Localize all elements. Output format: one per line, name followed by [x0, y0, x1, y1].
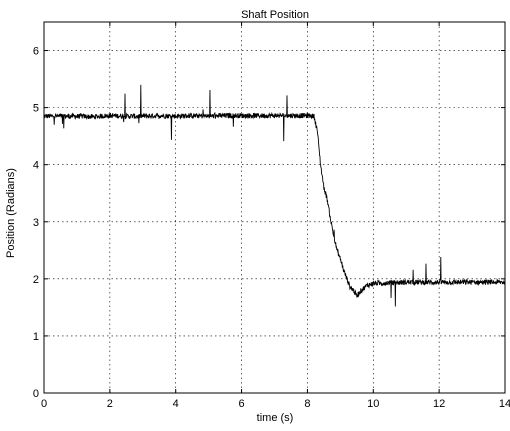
series-line-0 [43, 84, 506, 307]
y-tick-label: 1 [33, 331, 39, 343]
chart-title: Shaft Position [241, 9, 309, 21]
x-tick-label: 0 [41, 398, 47, 410]
y-axis-label: Position (Radians) [5, 168, 17, 258]
grid-lines [44, 22, 505, 393]
y-tick-label: 2 [33, 274, 39, 286]
x-tick-label: 2 [107, 398, 113, 410]
x-axis-label: time (s) [257, 412, 294, 424]
y-tick-label: 4 [33, 160, 39, 172]
plot-area [43, 84, 506, 307]
x-tick-label: 8 [304, 398, 310, 410]
x-tick-label: 6 [239, 398, 245, 410]
x-tick-label: 10 [367, 398, 379, 410]
axes-frame [43, 21, 506, 394]
x-tick-label: 12 [433, 398, 445, 410]
x-tick-label: 14 [499, 398, 510, 410]
x-tick-label: 4 [173, 398, 179, 410]
y-tick-label: 3 [33, 217, 39, 229]
y-tick-label: 6 [33, 46, 39, 58]
y-tick-label: 5 [33, 103, 39, 115]
y-tick-label: 0 [33, 388, 39, 400]
